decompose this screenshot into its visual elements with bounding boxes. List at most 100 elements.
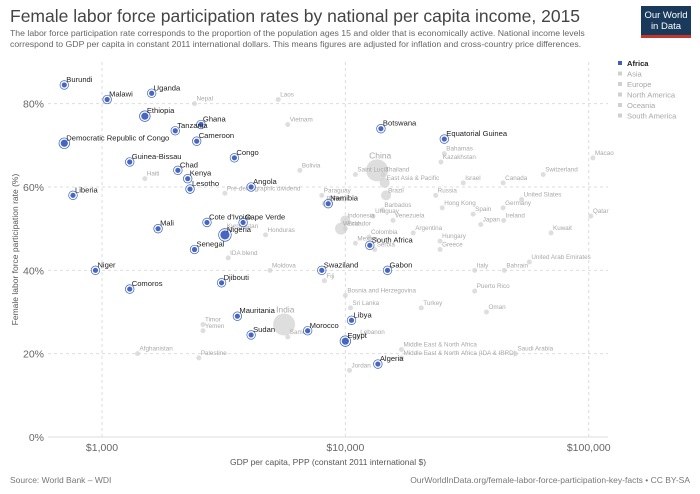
data-point — [191, 246, 198, 253]
point-label: Qatar — [593, 208, 609, 215]
data-point — [142, 176, 148, 182]
data-point-ring — [323, 199, 333, 209]
point-label: Barbados — [384, 202, 411, 209]
point-label: Congo — [236, 148, 258, 157]
data-point — [321, 278, 327, 284]
data-point-ring — [339, 335, 352, 347]
data-point — [285, 122, 291, 127]
point-label: Ireland — [506, 212, 526, 219]
legend-item: Africa — [627, 59, 649, 68]
point-label: Hungary — [442, 233, 467, 240]
point-label: Belize — [326, 196, 344, 203]
point-label: Peru — [333, 196, 347, 203]
data-point-ring — [125, 284, 135, 294]
point-label: Canada — [505, 175, 528, 182]
legend-item: South America — [627, 112, 677, 121]
point-label: South Africa — [372, 235, 414, 244]
data-point-ring — [153, 224, 163, 234]
point-label: Moldova — [272, 262, 296, 269]
point-label: Equatorial Guinea — [446, 129, 508, 138]
data-point-ring — [185, 184, 195, 194]
data-point — [239, 219, 247, 226]
data-point — [472, 288, 478, 294]
other-series: Nepal Laos Vietnam China Saint LuciaThailand… — [135, 92, 614, 373]
point-label: IDA blend — [230, 250, 258, 257]
data-point — [588, 213, 594, 219]
data-point-ring — [439, 134, 449, 144]
data-point — [126, 158, 134, 166]
point-label: Vietnam — [290, 117, 313, 124]
data-point — [437, 238, 443, 244]
data-point — [379, 177, 390, 188]
data-point-ring — [183, 174, 193, 184]
point-label: Sudan — [253, 325, 275, 334]
data-point-ring — [139, 110, 151, 122]
data-point — [348, 305, 354, 311]
data-point — [366, 234, 372, 240]
data-point-ring — [125, 157, 135, 167]
data-point — [304, 327, 312, 335]
data-point — [126, 285, 134, 293]
data-point — [222, 190, 228, 196]
data-point — [374, 360, 382, 368]
point-label: Japan — [483, 217, 501, 224]
data-point — [439, 205, 445, 211]
data-point — [440, 135, 448, 143]
data-point — [186, 185, 194, 193]
data-point — [233, 312, 241, 320]
point-label: Mauritania — [239, 306, 275, 315]
data-point — [225, 255, 231, 261]
point-label: Hong Kong — [444, 200, 476, 207]
data-point — [526, 259, 532, 265]
point-label: World — [343, 221, 360, 228]
point-label: Libya — [354, 310, 373, 319]
point-label: Djibouti — [224, 273, 250, 282]
point-label: Saint Lucia — [357, 167, 389, 174]
y-axis-label: Female labor force participation rate (%… — [10, 174, 20, 326]
data-point — [200, 328, 206, 334]
data-point — [273, 313, 296, 336]
legend-item: Asia — [627, 70, 643, 79]
logo-line-1: Our World — [644, 10, 688, 21]
point-label: East Asia & Pacific — [387, 175, 440, 182]
x-tick-label: $1,000 — [86, 442, 118, 454]
point-label: Paraguay — [324, 187, 352, 194]
data-point — [441, 151, 447, 157]
legend-swatch — [618, 61, 622, 65]
point-label: Morocco — [310, 321, 339, 330]
point-label: Brazil — [388, 187, 404, 194]
data-point — [438, 159, 444, 165]
data-point — [384, 266, 391, 274]
point-label: Middle East & North Africa — [403, 342, 477, 349]
data-point — [197, 121, 205, 128]
data-point — [460, 180, 466, 186]
data-point — [275, 97, 281, 102]
point-label: Ethiopia — [147, 106, 175, 115]
point-label: Honduras — [268, 227, 295, 234]
data-point — [478, 222, 484, 227]
data-point-ring — [59, 80, 69, 90]
data-point — [398, 347, 404, 352]
data-point-ring — [229, 153, 240, 163]
data-point — [501, 217, 507, 223]
point-label: Colombia — [371, 229, 398, 236]
point-label: Bahrain — [506, 262, 528, 269]
point-label: Venezuela — [395, 212, 425, 219]
chart-title: Female labor force participation rates b… — [10, 6, 581, 26]
data-point — [318, 266, 326, 274]
data-point — [348, 316, 355, 324]
data-point — [519, 197, 525, 202]
data-point-ring — [102, 94, 112, 105]
y-tick-label: 60% — [23, 182, 44, 194]
point-label: Niger — [97, 260, 116, 269]
footer-link[interactable]: OurWorldInData.org/female-labor-force-pa… — [410, 475, 690, 485]
owid-logo[interactable]: Our World in Data — [641, 6, 691, 38]
point-label: Mali — [160, 219, 174, 228]
point-label: Kazakhstan — [443, 154, 476, 161]
legend-item: North America — [627, 91, 676, 100]
data-point — [219, 229, 231, 241]
y-tick-label: 40% — [23, 265, 44, 277]
data-point — [340, 215, 351, 226]
legend-item: Europe — [627, 80, 652, 89]
point-label: Ecuador — [347, 221, 370, 228]
